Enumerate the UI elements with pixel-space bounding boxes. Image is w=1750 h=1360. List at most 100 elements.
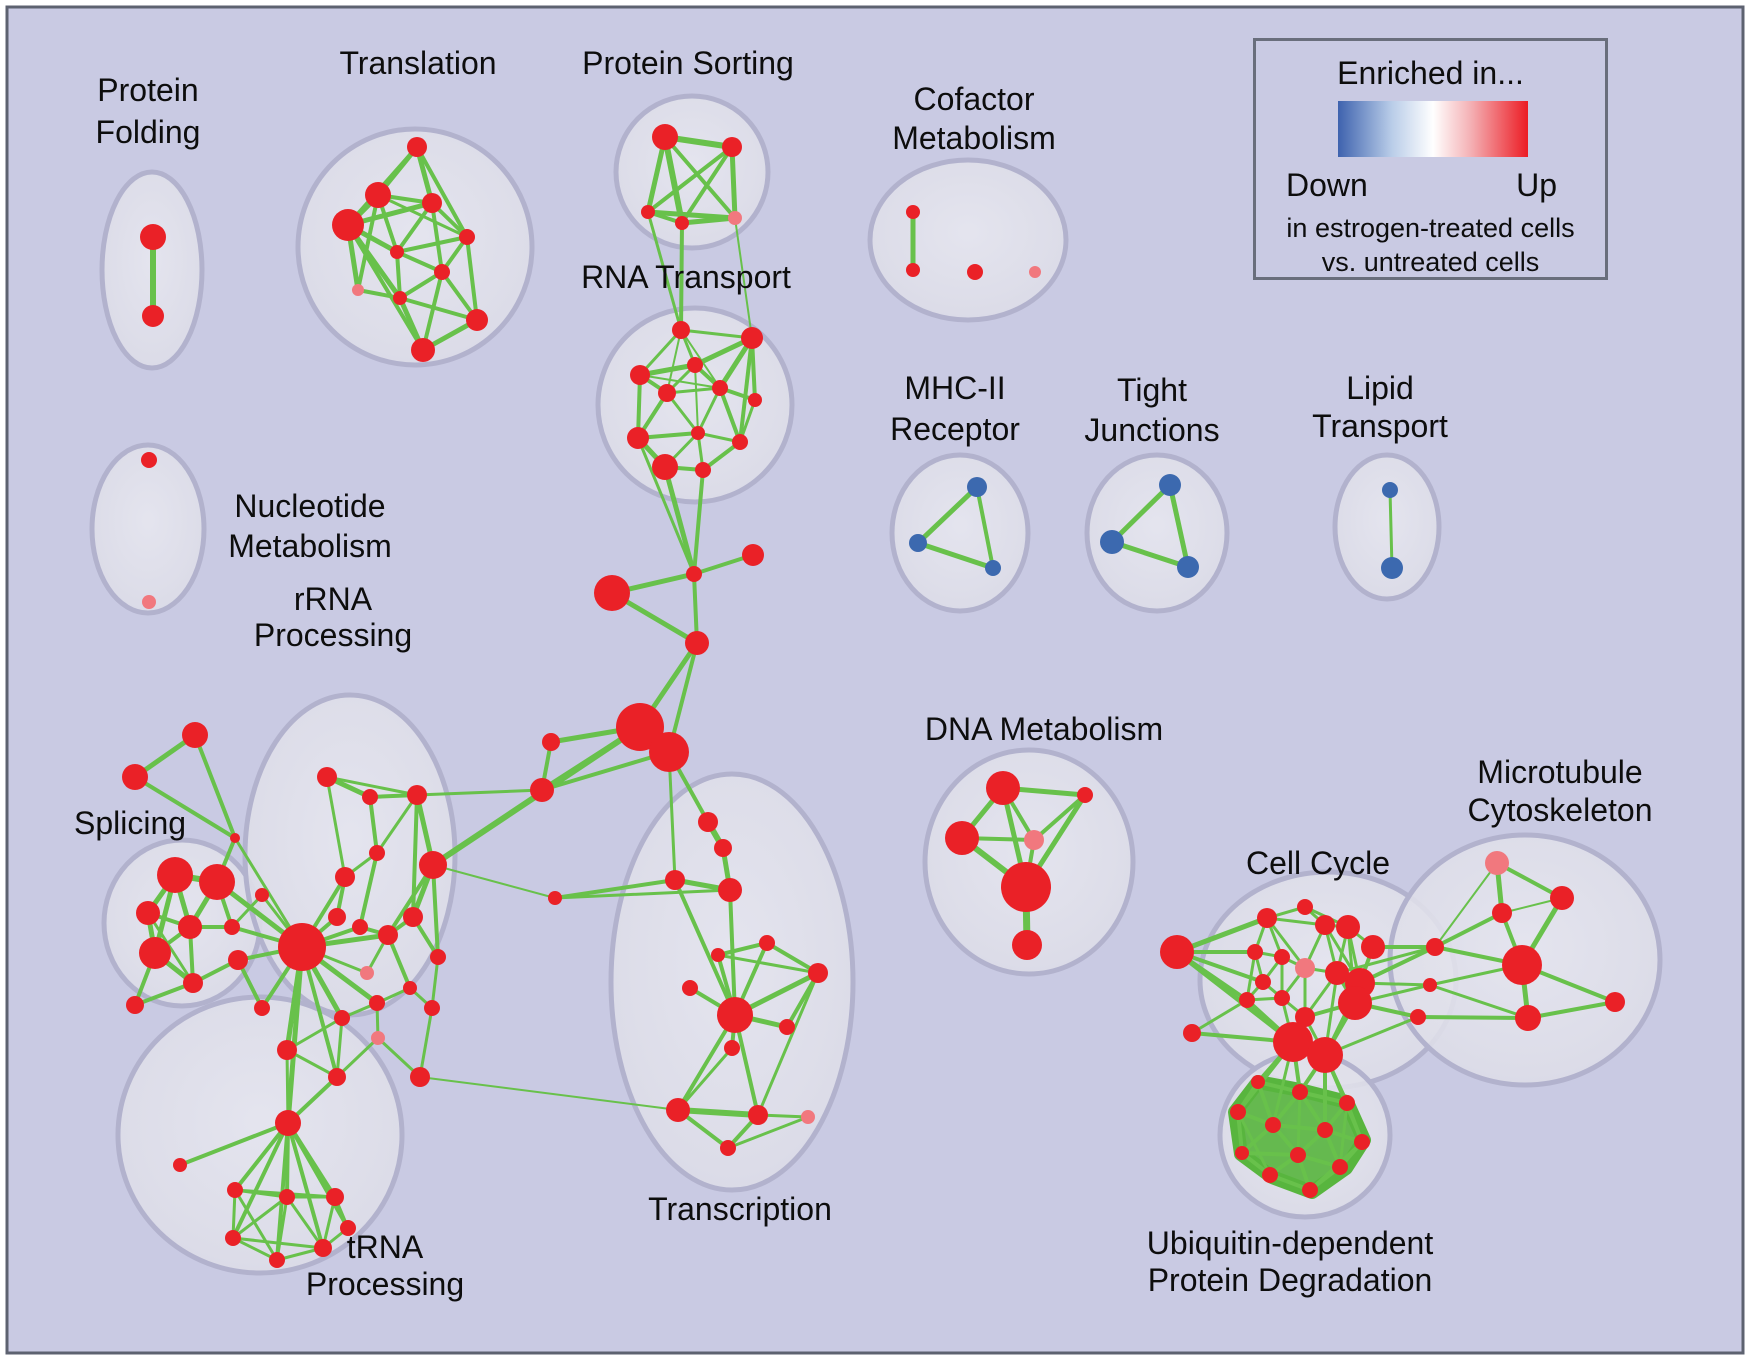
node-rr16 [371, 1031, 385, 1045]
cluster-ellipse-protein-sorting [613, 93, 771, 251]
edge-p0-p3 [662, 134, 685, 226]
node-u11 [1302, 1182, 1318, 1198]
legend-down-label: Down [1286, 167, 1368, 203]
node-tc13 [801, 1110, 815, 1124]
node-nm1 [142, 595, 156, 609]
node-cc0 [1160, 935, 1194, 969]
edge-r0-r5 [680, 329, 721, 389]
node-cc8 [1295, 958, 1315, 978]
node-s0 [157, 857, 193, 893]
node-cc17 [1307, 1037, 1343, 1073]
edge-rr15-rr17 [285, 1016, 344, 1052]
edge-tp0-tp3 [231, 1188, 237, 1240]
cluster-label-rrna-processing-line2: Processing [254, 617, 412, 653]
edge-t1-t7 [356, 193, 380, 292]
edge-t2-t6 [430, 201, 444, 274]
edge-tph-tp6 [286, 1121, 350, 1230]
cluster-ellipse-mhc-ii-receptor [889, 452, 1031, 614]
node-u0 [1251, 1075, 1265, 1089]
edge-p3-r0 [679, 221, 684, 332]
edge-tc13-tc14 [726, 1115, 810, 1150]
edge-mh0-mh2 [975, 485, 995, 570]
legend-title: Enriched in... [1337, 55, 1524, 91]
node-tc3 [718, 878, 742, 902]
edge-tc4-tc5 [716, 941, 769, 957]
node-r10 [652, 454, 678, 480]
edge-r0-r2 [638, 328, 683, 377]
cluster-label-protein-sorting-line1: Protein Sorting [582, 45, 794, 81]
node-cc6 [1247, 944, 1263, 960]
node-dm2 [945, 821, 979, 855]
node-rr5 [419, 851, 447, 879]
cluster-label-lipid-transport-line2: Transport [1312, 408, 1448, 444]
edge-tc10-tc11 [676, 1046, 734, 1112]
node-mt4 [1515, 1005, 1541, 1031]
edge-t8-t9 [398, 296, 479, 322]
node-pf0 [140, 224, 166, 250]
node-cc7 [1274, 949, 1290, 965]
edge-u4-u5 [1271, 1123, 1327, 1132]
edge-tc8-tc11 [676, 1013, 737, 1112]
edge-t7-t8 [356, 288, 402, 300]
node-tj0 [1159, 474, 1181, 496]
node-rrh [278, 923, 326, 971]
node-rr18 [328, 1068, 346, 1086]
edge-s7-s10 [133, 981, 195, 1007]
node-s10 [126, 996, 144, 1014]
node-cc2 [1297, 899, 1313, 915]
node-rr13 [369, 995, 385, 1011]
node-cc11 [1255, 974, 1271, 990]
node-u7 [1235, 1146, 1249, 1160]
node-tc11 [666, 1098, 690, 1122]
node-tp5 [314, 1239, 332, 1257]
node-u10 [1262, 1167, 1278, 1183]
node-br0 [1426, 938, 1444, 956]
cluster-label-cofactor-metabolism-line1: Cofactor [914, 81, 1035, 117]
edge-mt0-mt1 [1495, 861, 1564, 900]
node-u8 [1290, 1147, 1306, 1163]
cluster-label-microtubule-cytoskeleton-line1: Microtubule [1477, 754, 1642, 790]
node-u6 [1354, 1134, 1370, 1150]
edge-r0-r1 [679, 328, 754, 340]
edge-tph-tp7 [178, 1121, 290, 1167]
node-tc5 [711, 948, 725, 962]
node-mt0 [1485, 851, 1509, 875]
edge-br0-mt0 [1434, 862, 1498, 948]
edge-x1-x2 [133, 775, 237, 840]
cluster-ellipse-nucleotide-metabolism [89, 442, 207, 616]
edge-r5-r9 [718, 386, 742, 444]
node-tc6 [808, 963, 828, 983]
legend-up-label: Up [1516, 167, 1557, 203]
node-rr7 [352, 919, 368, 935]
node-cf2 [967, 264, 983, 280]
node-s4 [224, 919, 240, 935]
edge-p3-p4 [679, 215, 738, 226]
edge-p2-r0 [646, 210, 683, 332]
node-b [742, 544, 764, 566]
node-tp6 [340, 1220, 356, 1236]
node-br1 [1423, 978, 1437, 992]
node-cc3 [1315, 915, 1335, 935]
edge-p1-p3 [680, 145, 734, 225]
node-mh1 [909, 534, 927, 552]
node-s6 [139, 937, 171, 969]
edge-p1-p2 [646, 145, 734, 214]
node-t6 [434, 264, 450, 280]
cluster-ellipse-cofactor-metabolism [867, 157, 1069, 323]
cluster-label-mhc-ii-receptor-line1: MHC-II [904, 370, 1005, 406]
edge-p1-p4 [729, 144, 738, 221]
node-cn2 [530, 778, 554, 802]
node-t0 [407, 137, 427, 157]
cluster-label-dna-metabolism-line1: DNA Metabolism [925, 711, 1163, 747]
edge-cc9-br0 [1335, 945, 1437, 975]
node-mt1 [1550, 886, 1574, 910]
node-dm3 [1024, 830, 1044, 850]
edge-cc1-cc8 [1265, 916, 1307, 970]
cluster-label-rna-transport-line1: RNA Transport [581, 259, 791, 295]
cluster-label-microtubule-cytoskeleton-line2: Cytoskeleton [1468, 792, 1653, 828]
node-dm5 [1012, 930, 1042, 960]
edge-tp0-tp4 [233, 1188, 279, 1262]
edge-r11-a [692, 468, 705, 576]
cluster-label-trna-processing-line1: tRNA [347, 1229, 424, 1265]
